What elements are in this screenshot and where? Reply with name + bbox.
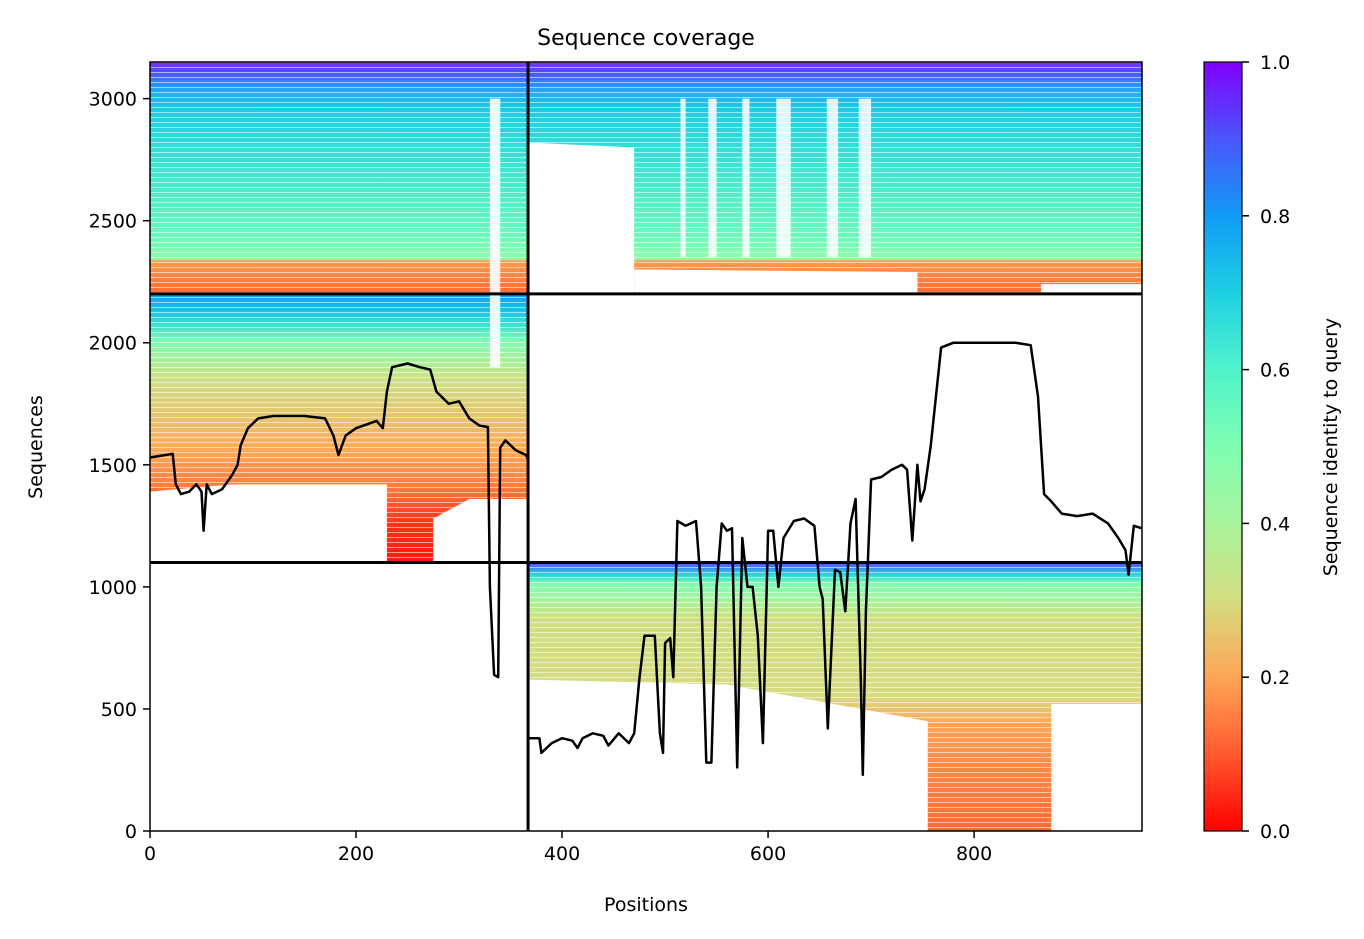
uncovered-region xyxy=(1051,704,1142,831)
uncovered-column xyxy=(776,98,791,258)
chart-title: Sequence coverage xyxy=(537,26,755,51)
y-tick-label: 3000 xyxy=(89,89,137,111)
uncovered-column xyxy=(826,98,839,258)
x-tick-label: 800 xyxy=(956,843,992,865)
y-tick-label: 2000 xyxy=(89,333,137,355)
y-tick-label: 2500 xyxy=(89,211,137,233)
colorbar-tick-label: 0.6 xyxy=(1260,360,1290,382)
uncovered-column xyxy=(742,98,750,258)
uncovered-column xyxy=(858,98,872,258)
coverage-line xyxy=(150,341,1142,777)
y-tick-label: 1500 xyxy=(89,455,137,477)
uncovered-column xyxy=(708,98,717,258)
x-axis-label: Positions xyxy=(604,894,688,916)
x-tick-label: 0 xyxy=(144,843,156,865)
colorbar-tick-label: 0.4 xyxy=(1260,513,1290,535)
uncovered-region xyxy=(150,501,181,558)
chain-boundaries xyxy=(150,62,1142,831)
uncovered-region xyxy=(1041,284,1142,294)
colorbar-axis: 0.0 0.2 0.4 0.6 0.8 1.0 xyxy=(1242,52,1290,843)
uncovered-column xyxy=(680,98,686,258)
y-tick-label: 1000 xyxy=(89,577,137,599)
x-axis: 0 200 400 600 800 xyxy=(144,831,992,865)
x-tick-label: 400 xyxy=(544,843,580,865)
uncovered-region xyxy=(150,484,387,563)
y-axis-label: Sequences xyxy=(25,395,47,499)
heatmap-block-empty xyxy=(528,293,1142,563)
uncovered-region xyxy=(634,269,918,294)
plot-frame xyxy=(149,61,1143,832)
heatmap-block-empty xyxy=(150,562,529,831)
y-axis: 0 500 1000 1500 2000 2500 3000 xyxy=(89,89,150,843)
y-tick-label: 0 xyxy=(125,821,137,843)
uncovered-column xyxy=(489,98,501,368)
x-tick-label: 200 xyxy=(338,843,374,865)
x-tick-label: 600 xyxy=(750,843,786,865)
colorbar xyxy=(1203,61,1243,832)
colorbar-tick-label: 0.2 xyxy=(1260,667,1290,689)
uncovered-region xyxy=(433,498,529,563)
colorbar-tick-label: 1.0 xyxy=(1260,52,1290,74)
colorbar-tick-label: 0.0 xyxy=(1260,821,1290,843)
colorbar-tick-label: 0.8 xyxy=(1260,206,1290,228)
y-tick-label: 500 xyxy=(101,699,137,721)
colorbar-label: Sequence identity to query xyxy=(1320,318,1342,576)
coverage-heatmap xyxy=(150,62,1142,831)
uncovered-region xyxy=(528,142,635,294)
heatmap-block-texture xyxy=(150,62,529,294)
